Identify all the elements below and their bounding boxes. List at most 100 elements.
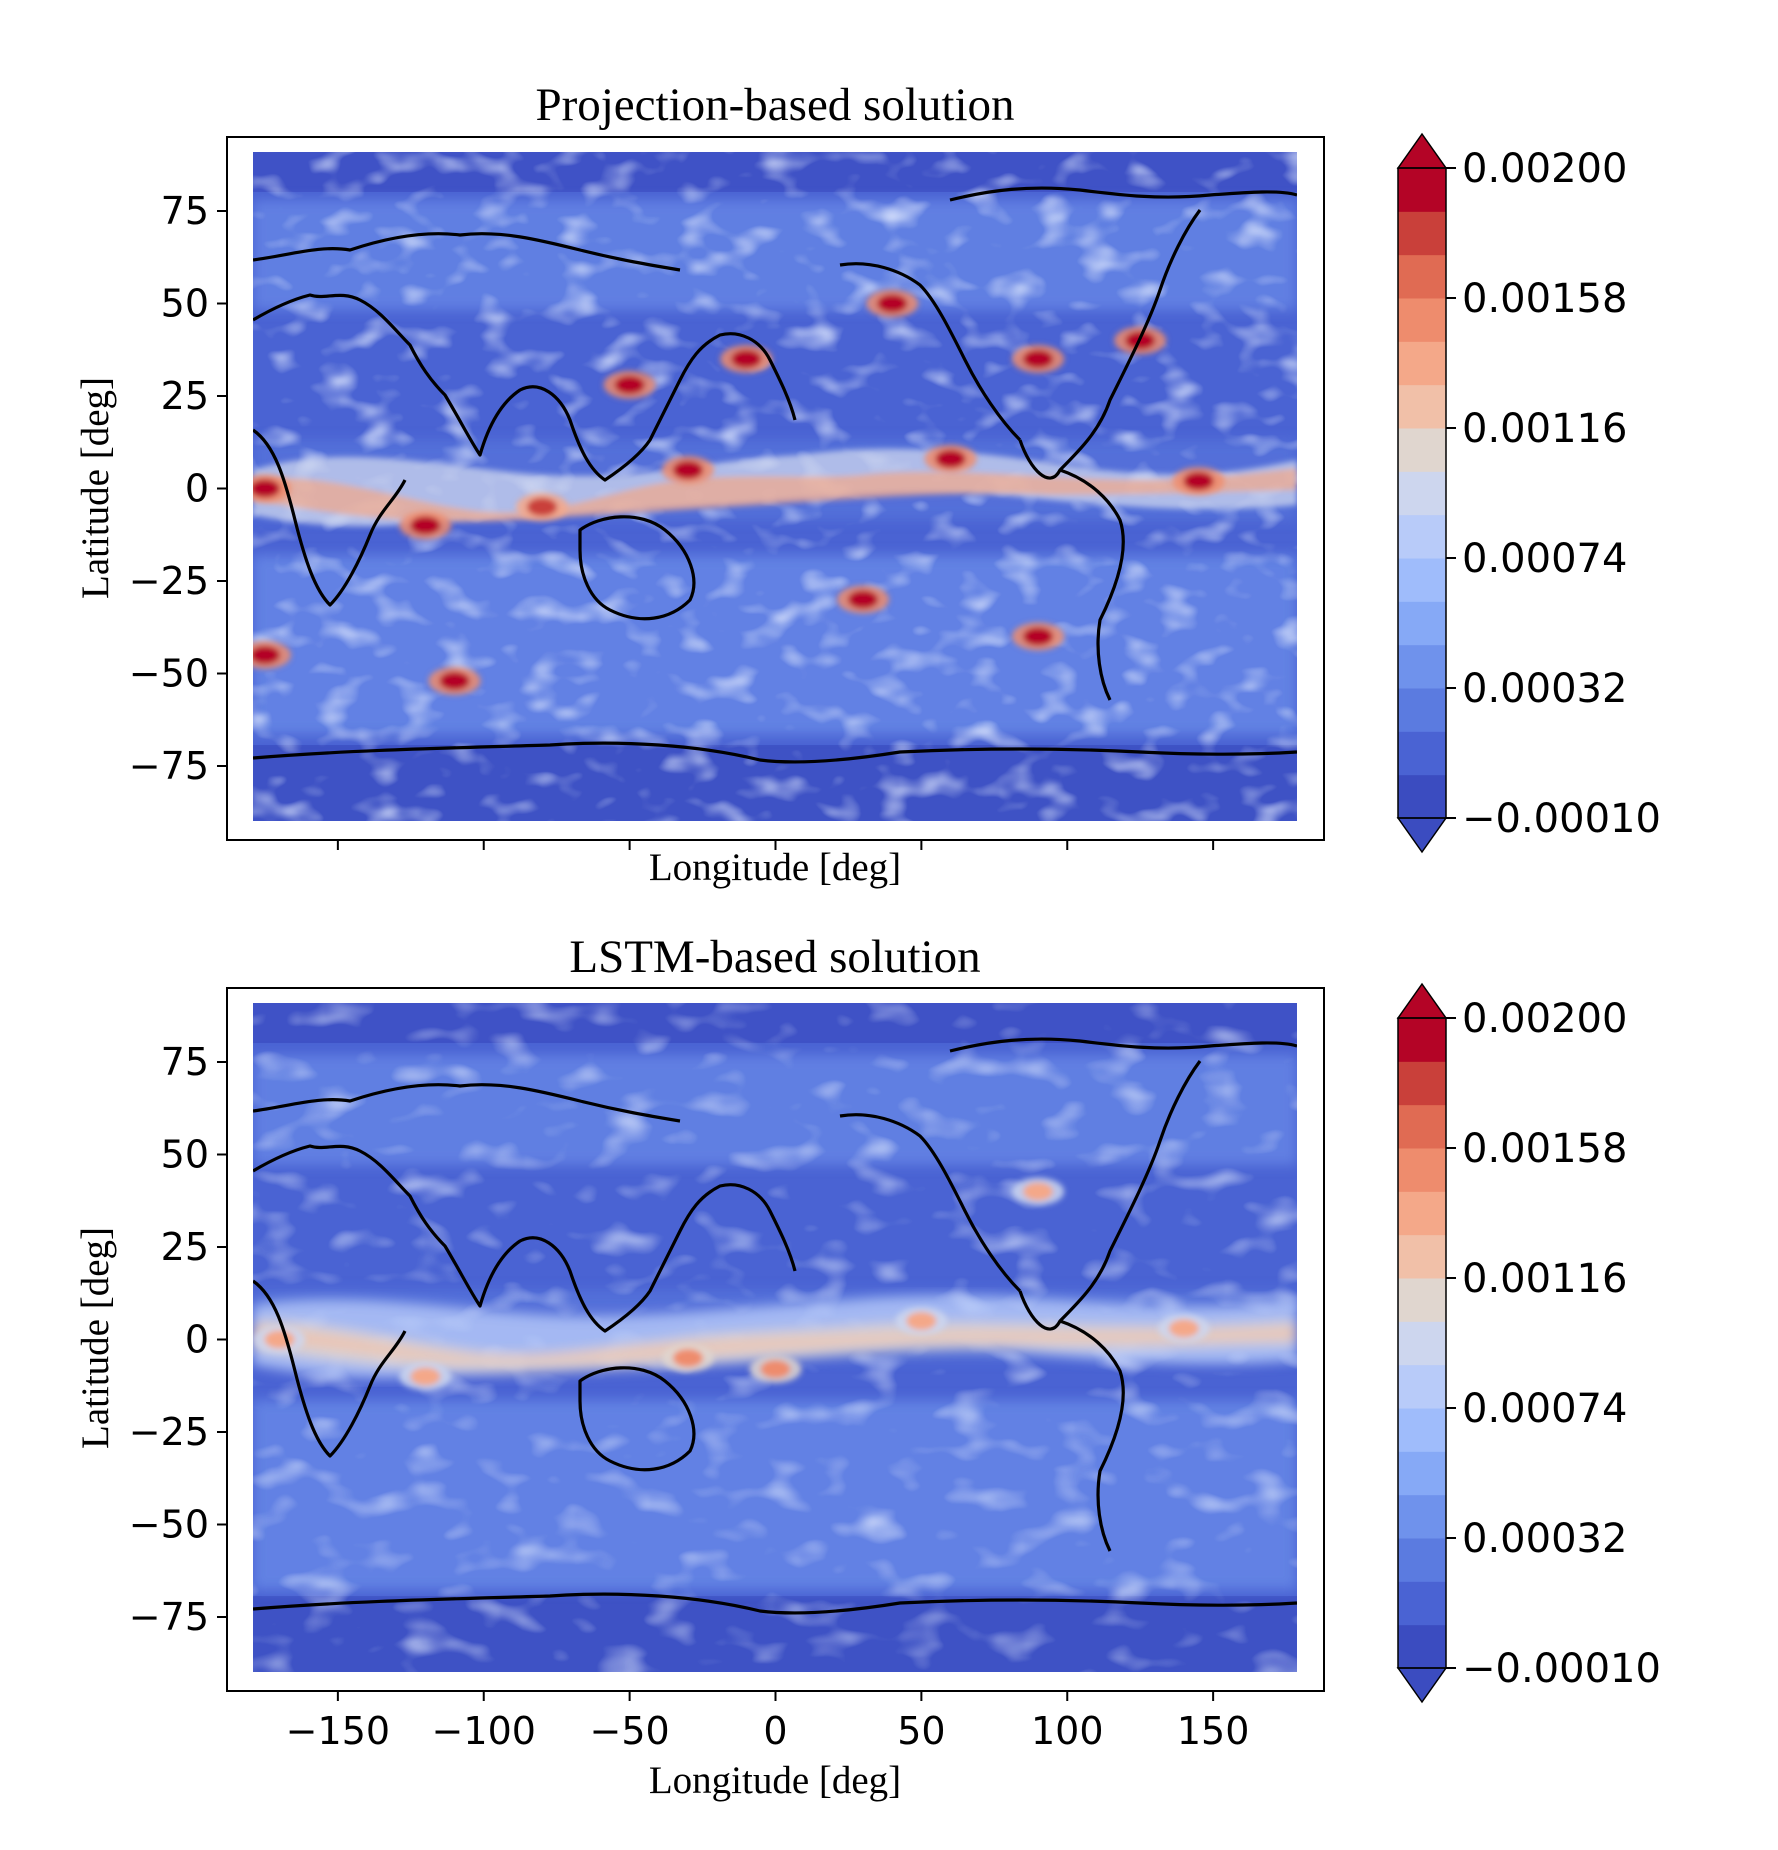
hotspots — [253, 1177, 1210, 1391]
colorbar-tick-label: 0.00074 — [1462, 1386, 1627, 1432]
colorbar-level — [1398, 688, 1446, 732]
coastlines — [253, 1037, 1297, 1615]
x-tick-label: 50 — [897, 1709, 945, 1753]
colorbar-level — [1398, 1278, 1446, 1322]
colorbar-level — [1398, 1104, 1446, 1149]
x-axis-ticks: −150 −100 −50 0 50 100 150 — [286, 1691, 1250, 1753]
y-tick-label: −75 — [129, 1595, 209, 1639]
y-tick-label: −50 — [129, 1503, 209, 1547]
colorbar-level — [1398, 1321, 1446, 1366]
hotspot-core — [253, 479, 280, 498]
y-axis-ticks: 75 50 25 0 −25 −50 −75 — [129, 1040, 227, 1639]
colorbar-tick-label: 0.00200 — [1462, 996, 1627, 1042]
hotspot-core — [1023, 627, 1054, 646]
panel-lstm: LSTM-based solution — [74, 931, 1661, 1802]
x-tick-label: 100 — [1031, 1709, 1104, 1753]
colorbar-level — [1398, 298, 1446, 342]
hotspot-core — [731, 350, 762, 368]
colorbar-level — [1398, 1364, 1446, 1409]
hotspot-core — [410, 516, 441, 535]
colorbar-level — [1398, 601, 1446, 646]
colorbar: 0.00200 0.00158 0.00116 0.00074 0.00032 −0.00… — [1396, 132, 1661, 854]
colorbar-tick-label: 0.00116 — [1462, 1256, 1627, 1302]
y-tick-label: 75 — [161, 1040, 209, 1084]
colorbar-level — [1398, 644, 1446, 689]
panel-projection: Projection-based solution — [74, 79, 1661, 889]
y-tick-label: −75 — [129, 744, 209, 788]
hotspot-core — [1168, 1319, 1199, 1338]
y-tick-label: 0 — [185, 467, 209, 511]
colorbar-frame — [1397, 167, 1447, 819]
hotspot-core — [848, 590, 879, 609]
colorbar-extend-max — [1396, 982, 1448, 1019]
y-tick-label: 50 — [161, 282, 209, 326]
x-tick-label: −150 — [286, 1709, 390, 1753]
colorbar-extend-min — [1396, 817, 1448, 854]
colorbar-tick-label: 0.00158 — [1462, 276, 1627, 322]
colorbar-level — [1398, 471, 1446, 516]
x-tick-label: 150 — [1177, 1709, 1250, 1753]
colorbar-level — [1398, 514, 1446, 559]
y-axis-ticks: 75 50 25 0 −25 −50 −75 — [129, 189, 227, 788]
hotspot-core — [253, 646, 280, 664]
y-tick-label: 0 — [185, 1318, 209, 1362]
colorbar-level — [1398, 1018, 1446, 1062]
colorbar-level — [1398, 428, 1446, 472]
colorbar-level — [1398, 1451, 1446, 1496]
hotspot-core — [672, 1349, 703, 1367]
colorbar-level — [1398, 1624, 1446, 1669]
y-tick-label: 25 — [161, 374, 209, 418]
colorbar-level — [1398, 1408, 1446, 1452]
colorbar-level — [1398, 1581, 1446, 1626]
y-tick-label: 25 — [161, 1225, 209, 1269]
hotspot-core — [1023, 1182, 1054, 1201]
panel-title: LSTM-based solution — [569, 931, 980, 983]
x-axis-ticks — [336, 840, 1215, 850]
colorbar-level — [1398, 211, 1446, 256]
colorbar-tick-label: −0.00010 — [1462, 1646, 1661, 1692]
colorbar-tick-label: −0.00010 — [1462, 796, 1661, 842]
colorbar-level — [1398, 1191, 1446, 1236]
colorbar-extend-min — [1396, 1667, 1448, 1704]
colorbar-level — [1398, 1494, 1446, 1539]
map-field — [253, 1003, 1297, 1672]
hotspot-core — [614, 375, 645, 394]
colorbar-tick-label: 0.00032 — [1462, 1516, 1627, 1562]
colorbar-level — [1398, 254, 1446, 299]
colorbar-level — [1398, 1538, 1446, 1582]
itcz-band — [253, 1295, 1297, 1379]
colorbar-level — [1398, 168, 1446, 212]
y-axis-label: Latitude [deg] — [74, 1227, 117, 1449]
colorbar-level — [1398, 341, 1446, 386]
y-axis-label: Latitude [deg] — [74, 377, 117, 599]
x-tick-label: −100 — [432, 1709, 536, 1753]
x-axis-label: Longitude [deg] — [649, 1759, 901, 1802]
colorbar-level — [1398, 731, 1446, 776]
colorbar-level — [1398, 558, 1446, 602]
colorbar: 0.00200 0.00158 0.00116 0.00074 0.00032 −0.00… — [1396, 982, 1661, 1704]
x-tick-label: 0 — [763, 1709, 787, 1753]
hotspot-core — [410, 1367, 441, 1386]
y-tick-label: 75 — [161, 189, 209, 233]
colorbar-frame — [1397, 1017, 1447, 1669]
colorbar-tick-label: 0.00116 — [1462, 406, 1627, 452]
y-tick-label: −50 — [129, 652, 209, 696]
colorbar-tick-label: 0.00200 — [1462, 146, 1627, 192]
colorbar-level — [1398, 1061, 1446, 1106]
hotspot-core — [1023, 350, 1054, 368]
coastlines — [253, 186, 1297, 764]
colorbar-level — [1398, 1148, 1446, 1192]
hotspot-core — [1183, 472, 1214, 491]
hotspot-core — [439, 671, 470, 690]
y-tick-label: −25 — [129, 559, 209, 603]
colorbar-level — [1398, 384, 1446, 429]
colorbar-tick-label: 0.00032 — [1462, 666, 1627, 712]
x-axis-label: Longitude [deg] — [649, 846, 901, 889]
hotspot-core — [760, 1360, 791, 1379]
hotspot-core — [264, 1330, 295, 1349]
colorbar-tick-label: 0.00074 — [1462, 536, 1627, 582]
hotspot-core — [527, 498, 558, 516]
hotspot-core — [877, 294, 908, 313]
hotspots — [253, 289, 1225, 695]
